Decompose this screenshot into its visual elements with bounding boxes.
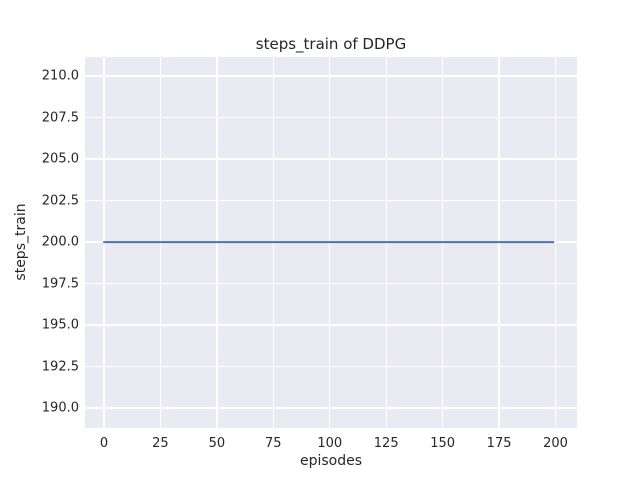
x-tick-label: 175 (486, 436, 512, 451)
y-tick-label: 207.5 (41, 110, 79, 126)
y-tick-label: 195.0 (41, 317, 79, 333)
y-tick-label: 202.5 (41, 193, 79, 209)
y-gridline (85, 282, 577, 285)
y-tick-label: 197.5 (41, 276, 79, 292)
y-gridline (85, 75, 577, 77)
y-gridline (85, 199, 577, 202)
y-tick-label: 210.0 (41, 68, 79, 84)
x-tick-label: 50 (208, 436, 226, 451)
y-gridline (85, 365, 577, 368)
chart-title: steps_train of DDPG (255, 35, 407, 53)
y-tick-label: 205.0 (41, 151, 79, 167)
x-tick-label: 0 (99, 436, 109, 451)
x-tick-label: 125 (373, 436, 399, 451)
y-tick-label: 190.0 (41, 400, 79, 416)
x-tick-label: 25 (152, 436, 169, 451)
x-tick-label: 75 (265, 436, 282, 451)
y-gridline (85, 116, 577, 119)
y-tick-label: 192.5 (41, 359, 79, 375)
y-gridline (85, 324, 577, 326)
x-tick-label: 150 (430, 436, 456, 451)
y-gridline (85, 407, 577, 409)
x-tick-label: 100 (317, 436, 343, 451)
y-axis-label-text: steps_train (13, 203, 29, 281)
series-layer (102, 241, 555, 244)
plot-area (85, 57, 577, 428)
x-axis-label: episodes (299, 453, 363, 469)
x-tick-label: 200 (543, 436, 568, 451)
y-tick-label: 200.0 (41, 234, 79, 250)
y-gridline (85, 158, 577, 160)
